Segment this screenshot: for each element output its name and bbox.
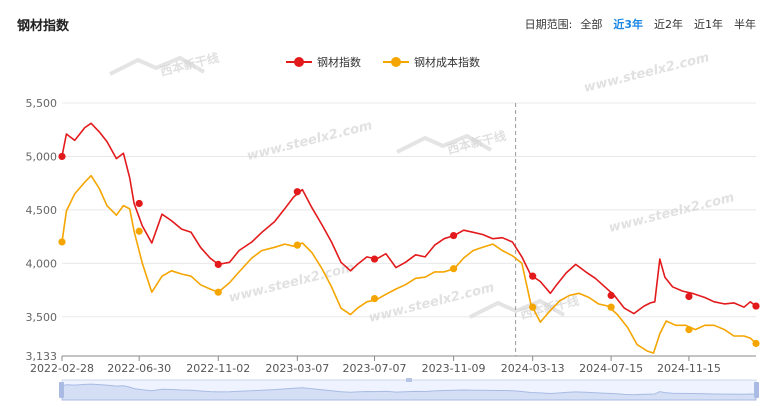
zoom-grip bbox=[406, 378, 412, 382]
x-tick-label: 2023-11-09 bbox=[422, 362, 486, 375]
zoom-preview bbox=[61, 383, 757, 401]
axes: 3,133 3,500 4,000 4,500 5,000 5,500 2022-02-28… bbox=[26, 97, 756, 375]
x-tick-label: 2022-11-02 bbox=[186, 362, 250, 375]
zoom-handle-left bbox=[59, 382, 64, 398]
series-point-1 bbox=[370, 255, 379, 263]
watermark-text: www.steelx2.com bbox=[607, 190, 736, 236]
series-line-2 bbox=[61, 174, 757, 354]
chart-legend: 钢材指数 钢材成本指数 bbox=[0, 54, 766, 70]
legend-item-steel-index[interactable]: 钢材指数 bbox=[286, 54, 361, 70]
y-tick-label: 5,000 bbox=[26, 150, 58, 163]
watermark-logo-mark bbox=[109, 55, 206, 76]
y-tick-label: 4,500 bbox=[26, 204, 58, 217]
watermark-logo-text: 西本新干线 bbox=[159, 50, 221, 79]
zoom-handle-right bbox=[754, 382, 759, 398]
y-tick-label: 3,500 bbox=[26, 311, 58, 324]
series-point-1 bbox=[58, 152, 66, 161]
series-line-1 bbox=[61, 122, 757, 315]
series-point-1 bbox=[135, 199, 143, 208]
zoom-slider[interactable] bbox=[59, 378, 759, 401]
watermark-text: www.steelx2.com bbox=[582, 50, 711, 96]
series-point-2 bbox=[685, 325, 693, 334]
legend-marker-steel-index bbox=[286, 57, 312, 67]
range-option-all[interactable]: 全部 bbox=[580, 18, 603, 31]
legend-label-cost-index: 钢材成本指数 bbox=[414, 56, 480, 69]
series-point-2 bbox=[752, 339, 760, 348]
range-option-2y[interactable]: 近2年 bbox=[654, 18, 683, 31]
legend-marker-cost-index bbox=[383, 57, 409, 67]
series-point-1 bbox=[752, 302, 760, 310]
watermark: www.steelx2.com www.steelx2.com www.steelx… bbox=[109, 50, 736, 326]
x-tick-label: 2024-11-15 bbox=[657, 362, 721, 375]
x-tick-label: 2022-02-28 bbox=[30, 362, 94, 375]
grid-lines bbox=[62, 102, 756, 318]
watermark-logo-mark bbox=[469, 298, 566, 319]
x-tick-label: 2022-06-30 bbox=[107, 362, 171, 375]
y-tick-label: 5,500 bbox=[26, 97, 58, 110]
legend-label-steel-index: 钢材指数 bbox=[317, 56, 361, 69]
range-option-3y[interactable]: 近3年 bbox=[613, 18, 643, 31]
series-point-1 bbox=[293, 188, 301, 196]
legend-item-cost-index[interactable]: 钢材成本指数 bbox=[383, 54, 480, 70]
series-point-1 bbox=[450, 231, 458, 240]
series-point-2 bbox=[58, 238, 66, 246]
series-point-1 bbox=[214, 260, 222, 268]
series-point-1 bbox=[529, 272, 537, 280]
date-range-selector: 日期范围: 全部 近3年 近2年 近1年 半年 bbox=[525, 16, 756, 32]
range-option-1y[interactable]: 近1年 bbox=[694, 18, 723, 31]
date-range-label: 日期范围: bbox=[524, 18, 573, 31]
series-point-2 bbox=[293, 241, 301, 249]
range-option-half-year[interactable]: 半年 bbox=[734, 18, 756, 31]
x-tick-label: 2024-07-15 bbox=[579, 362, 643, 375]
series-point-2 bbox=[450, 265, 458, 273]
series-layer bbox=[58, 122, 760, 354]
y-tick-label: 4,000 bbox=[26, 257, 58, 270]
x-tick-label: 2023-07-07 bbox=[343, 362, 407, 375]
series-point-2 bbox=[607, 303, 615, 311]
chart-title: 钢材指数 bbox=[17, 19, 70, 34]
series-point-2 bbox=[135, 227, 143, 235]
watermark-logo-mark bbox=[396, 133, 493, 154]
x-tick-label: 2024-03-13 bbox=[501, 362, 565, 375]
watermark-text: www.steelx2.com bbox=[245, 118, 374, 164]
series-point-1 bbox=[607, 291, 615, 299]
series-point-1 bbox=[685, 292, 693, 301]
watermark-logo-text: 西本新干线 bbox=[519, 293, 581, 322]
y-tick-label: 3,133 bbox=[26, 350, 58, 363]
series-point-2 bbox=[370, 295, 379, 303]
series-point-2 bbox=[529, 303, 537, 311]
series-point-2 bbox=[214, 288, 222, 296]
watermark-logo-text: 西本新干线 bbox=[446, 128, 508, 157]
x-tick-label: 2023-03-07 bbox=[265, 362, 329, 375]
watermark-text: www.steelx2.com bbox=[367, 280, 496, 326]
